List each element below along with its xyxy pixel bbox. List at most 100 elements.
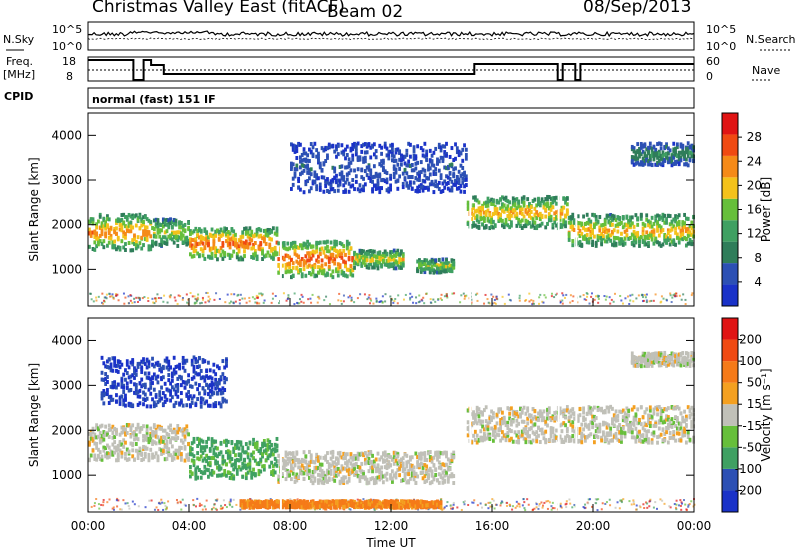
echo-cell (419, 456, 423, 461)
echo-cell (407, 472, 411, 477)
echo-cell (423, 173, 427, 178)
echo-cell (302, 151, 306, 156)
echo-cell (284, 270, 288, 275)
echo-cell (520, 225, 524, 230)
echo-cell (118, 432, 122, 437)
colorbar-segment (722, 177, 738, 199)
ground-speckle (212, 506, 215, 509)
echo-cell (226, 243, 230, 248)
echo-cell (389, 173, 392, 178)
echo-cell (492, 438, 495, 443)
ground-speckle (445, 504, 448, 507)
echo-cell (576, 225, 580, 230)
echo-cell (396, 252, 400, 257)
echo-cell (327, 477, 331, 482)
echo-cell (416, 259, 420, 264)
echo-cell (499, 206, 503, 211)
echo-cell (567, 234, 571, 239)
echo-cell (297, 475, 301, 480)
echo-cell (437, 159, 441, 164)
echo-cell (634, 161, 638, 166)
echo-cell (647, 145, 650, 150)
echo-cell (639, 145, 643, 150)
echo-cell (309, 251, 313, 256)
echo-cell (261, 454, 264, 459)
echo-cell (432, 150, 436, 155)
echo-cell (147, 231, 151, 236)
echo-cell (385, 258, 389, 263)
echo-cell (365, 251, 369, 256)
echo-cell (354, 174, 358, 179)
echo-cell (650, 224, 654, 229)
ground-speckle (165, 506, 168, 509)
ground-speckle (195, 298, 198, 301)
echo-cell (374, 469, 378, 474)
echo-cell (221, 243, 225, 248)
echo-cell (120, 213, 124, 218)
echo-cell (463, 184, 466, 189)
echo-cell (174, 236, 178, 241)
echo-cell (286, 262, 290, 267)
echo-cell (304, 245, 308, 250)
echo-cell (309, 478, 313, 483)
echo-cell (248, 237, 252, 242)
echo-cell (540, 221, 544, 226)
echo-cell (396, 454, 400, 459)
echo-cell (565, 196, 569, 201)
echo-cell (378, 467, 382, 472)
ground-speckle (116, 497, 119, 500)
echo-cell (362, 176, 365, 181)
echo-cell (124, 456, 127, 461)
echo-cell (477, 414, 481, 419)
echo-cell (499, 213, 503, 218)
echo-cell (342, 259, 346, 264)
echo-cell (239, 235, 243, 240)
echo-cell (284, 266, 288, 271)
echo-cell (306, 158, 310, 163)
echo-cell (650, 151, 654, 156)
echo-cell (562, 222, 566, 227)
echo-cell (286, 473, 290, 478)
echo-cell (299, 268, 302, 273)
echo-cell (448, 163, 452, 168)
echo-cell (329, 273, 333, 278)
echo-cell (605, 239, 609, 244)
echo-cell (547, 205, 551, 210)
echo-cell (93, 456, 97, 461)
echo-cell (248, 458, 252, 463)
echo-cell (88, 457, 91, 462)
echo-cell (515, 412, 519, 417)
ground-speckle (366, 298, 369, 301)
echo-cell (522, 214, 526, 219)
echo-cell (199, 438, 203, 443)
echo-cell (129, 220, 133, 225)
echo-cell (261, 444, 264, 449)
echo-cell (537, 200, 540, 205)
echo-cell (645, 230, 649, 235)
echo-cell (264, 448, 268, 453)
ground-speckle (337, 299, 340, 302)
echo-cell (315, 465, 319, 470)
echo-cell (347, 268, 351, 273)
echo-cell (430, 153, 434, 158)
echo-cell (412, 145, 416, 150)
ground-speckle (135, 296, 138, 299)
echo-cell (372, 481, 376, 486)
echo-cell (163, 220, 167, 225)
echo-cell (261, 236, 264, 241)
echo-cell (300, 246, 304, 251)
ground-speckle (690, 500, 693, 503)
ground-speckle (524, 509, 527, 512)
echo-cell (120, 454, 124, 459)
ground-speckle (232, 301, 235, 304)
echo-cell (317, 478, 320, 483)
echo-cell (190, 245, 194, 250)
echo-cell (445, 472, 448, 477)
ground-speckle (296, 498, 299, 501)
echo-cell (183, 434, 187, 439)
ground-speckle (207, 299, 210, 302)
echo-cell (326, 153, 329, 158)
echo-cell (672, 162, 676, 167)
echo-cell (297, 179, 301, 184)
echo-cell (394, 266, 398, 271)
